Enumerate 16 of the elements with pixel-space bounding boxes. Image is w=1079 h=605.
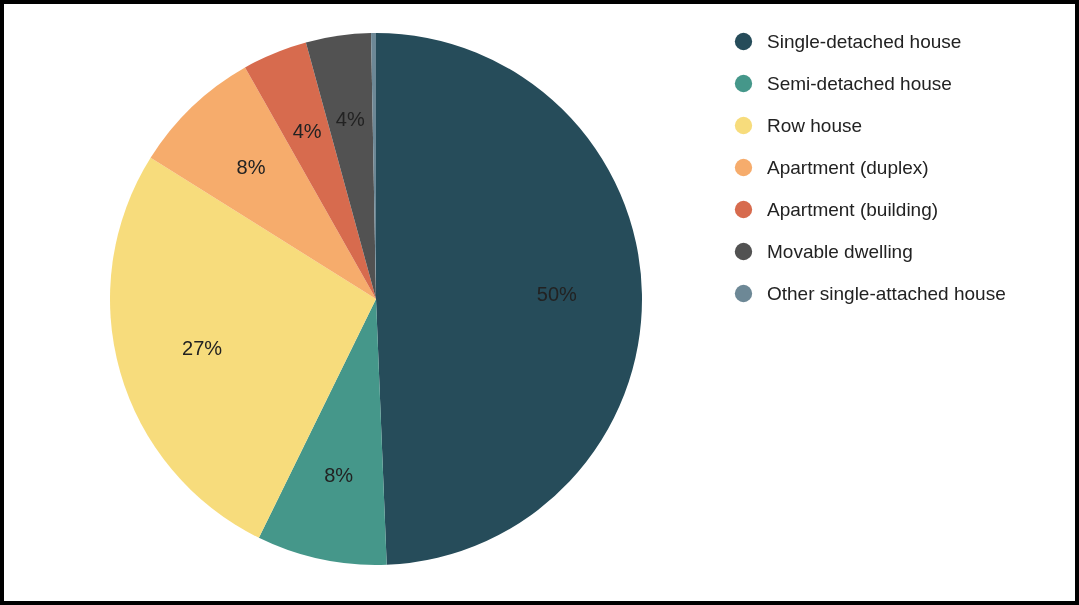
legend-label: Apartment (building): [767, 198, 939, 220]
legend-label: Semi-detached house: [767, 72, 952, 94]
pie-slice: [376, 33, 642, 565]
pie-slice: [150, 67, 376, 299]
legend-label: Single-detached house: [767, 30, 962, 52]
data-label: 50%: [536, 283, 578, 306]
pie-slice: [258, 299, 387, 565]
legend-label: Row house: [767, 114, 863, 136]
legend-label: Other single-attached house: [767, 282, 1006, 304]
data-label: 8%: [324, 463, 354, 486]
data-label: 4%: [292, 119, 322, 142]
data-label: 8%: [236, 156, 266, 179]
data-label: 27%: [182, 336, 223, 359]
legend-label: Apartment (duplex): [767, 156, 929, 178]
pie-slice: [110, 157, 376, 538]
legend-label: Movable dwelling: [767, 240, 913, 262]
